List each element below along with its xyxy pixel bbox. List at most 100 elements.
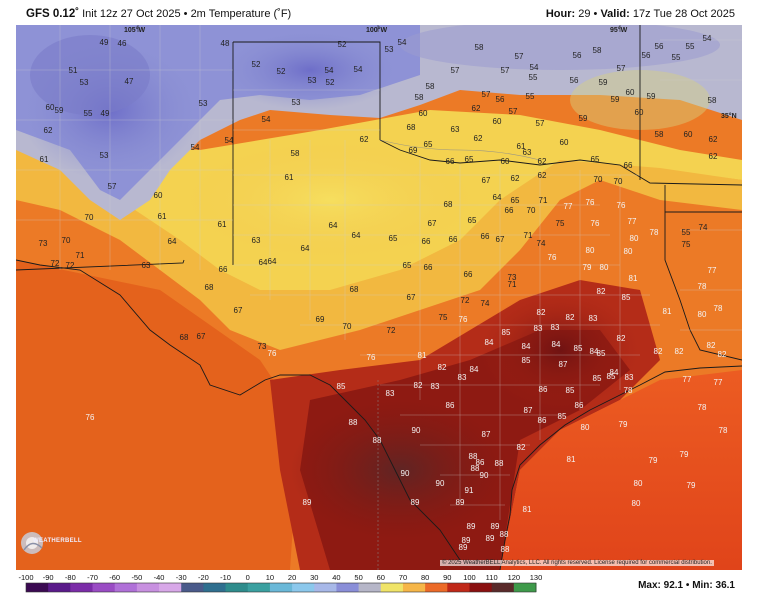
color-scale-tick-label: 10 <box>266 573 274 582</box>
temperature-value: 65 <box>465 155 474 164</box>
temperature-value: 89 <box>486 534 495 543</box>
color-scale-segment <box>159 583 182 592</box>
temperature-value: 84 <box>485 338 494 347</box>
temperature-value: 75 <box>439 313 448 322</box>
temperature-value: 80 <box>624 247 633 256</box>
temperature-value: 64 <box>259 258 268 267</box>
temperature-value: 62 <box>44 126 53 135</box>
temperature-value: 65 <box>424 140 433 149</box>
color-scale-segment <box>491 583 515 592</box>
temperature-value: 76 <box>586 198 595 207</box>
temperature-value: 64 <box>168 237 177 246</box>
temperature-map[interactable]: 105°W 100°W 95°W 35°N 49 46 48 52 54 53 58 57 58… <box>16 25 742 570</box>
color-scale-segment <box>203 583 227 592</box>
temperature-value: 60 <box>419 109 428 118</box>
init-time: Init 12z 27 Oct 2025 <box>82 8 181 20</box>
temperature-value: 85 <box>566 386 575 395</box>
weatherbell-logo <box>21 532 43 554</box>
temperature-value: 65 <box>389 234 398 243</box>
temperature-value: 58 <box>708 96 717 105</box>
temperature-value: 56 <box>496 95 505 104</box>
color-scale: -100 -90 -80 -70 -60 -50 -40 -30 -20 -10 0 10 20 30 40… <box>0 570 761 607</box>
temperature-value: 62 <box>474 134 483 143</box>
temperature-value: 70 <box>527 206 536 215</box>
temperature-value: 70 <box>343 322 352 331</box>
temperature-value: 85 <box>607 372 616 381</box>
temperature-value: 56 <box>655 42 664 51</box>
max-label: Max: <box>638 580 661 591</box>
temperature-value: 62 <box>709 152 718 161</box>
temperature-value: 89 <box>303 498 312 507</box>
color-scale-bar: -100 -90 -80 -70 -60 -50 -40 -30 -20 -10 0 10 20 30 40… <box>18 573 543 593</box>
temperature-value: 90 <box>436 479 445 488</box>
temperature-value: 66 <box>624 161 633 170</box>
temperature-value: 79 <box>687 481 696 490</box>
color-scale-tick-label: -10 <box>220 573 231 582</box>
temperature-value: 59 <box>599 78 608 87</box>
hour-label: Hour: <box>545 8 576 20</box>
lon-95-label: 95°W <box>610 26 628 34</box>
temperature-value: 81 <box>663 307 672 316</box>
temperature-value: 65 <box>591 155 600 164</box>
temperature-value: 78 <box>698 282 707 291</box>
color-scale-segment <box>336 583 360 592</box>
color-scale-tick-label: 40 <box>332 573 340 582</box>
temperature-value: 82 <box>566 313 575 322</box>
temperature-value: 56 <box>642 51 651 60</box>
temperature-value: 63 <box>252 236 261 245</box>
temperature-value: 77 <box>628 217 637 226</box>
temperature-value: 69 <box>409 146 418 155</box>
temperature-value: 82 <box>654 347 663 356</box>
temperature-value: 86 <box>538 416 547 425</box>
temperature-value: 58 <box>475 43 484 52</box>
color-scale-segment <box>292 583 315 592</box>
color-scale-tick-label: 0 <box>246 573 250 582</box>
temperature-value: 84 <box>522 342 531 351</box>
temperature-value: 87 <box>482 430 491 439</box>
temperature-value: 89 <box>491 522 500 531</box>
color-scale-tick-label: 130 <box>530 573 543 582</box>
temperature-value: 83 <box>589 314 598 323</box>
temperature-value: 53 <box>385 45 394 54</box>
temperature-value: 84 <box>610 368 619 377</box>
temperature-value: 54 <box>530 63 539 72</box>
temperature-value: 70 <box>614 177 623 186</box>
color-scale-border <box>25 582 537 593</box>
title-separator: • <box>183 8 188 20</box>
temperature-value: 55 <box>84 109 93 118</box>
temperature-value: 65 <box>511 196 520 205</box>
temperature-value: 61 <box>285 173 294 182</box>
temperature-value: 83 <box>625 373 634 382</box>
temperature-value: 66 <box>219 265 228 274</box>
temperature-value: 90 <box>401 469 410 478</box>
temperature-value: 89 <box>462 536 471 545</box>
temperature-value: 63 <box>451 125 460 134</box>
temperature-value: 76 <box>86 413 95 422</box>
temperature-value: 66 <box>422 237 431 246</box>
temperature-value: 86 <box>575 401 584 410</box>
color-scale-tick-label: 110 <box>486 573 498 582</box>
temperature-value: 82 <box>718 350 727 359</box>
temperature-value: 82 <box>537 308 546 317</box>
temperature-value: 64 <box>301 244 310 253</box>
valid-label: Valid: <box>600 8 630 20</box>
temperature-value: 61 <box>40 155 49 164</box>
stats-separator: • <box>685 580 690 591</box>
temperature-value: 47 <box>125 77 134 86</box>
color-scale-tick-label: 90 <box>443 573 451 582</box>
temperature-value: 65 <box>468 216 477 225</box>
temperature-value: 52 <box>326 78 335 87</box>
temperature-value: 51 <box>69 66 78 75</box>
color-scale-segment <box>447 583 470 592</box>
color-scale-tick-label: -20 <box>198 573 209 582</box>
max-min-readout: Max: 92.1 • Min: 36.1 <box>638 580 735 591</box>
temperature-value: 88 <box>495 459 504 468</box>
temperature-value: 71 <box>76 251 85 260</box>
header: GFS 0.12˚ Init 12z 27 Oct 2025 • 2m Temp… <box>0 0 761 26</box>
temperature-value: 53 <box>292 98 301 107</box>
temperature-value: 80 <box>581 423 590 432</box>
temperature-value: 89 <box>459 543 468 552</box>
temperature-value: 83 <box>386 389 395 398</box>
temperature-value: 60 <box>154 191 163 200</box>
temperature-value: 80 <box>632 499 641 508</box>
